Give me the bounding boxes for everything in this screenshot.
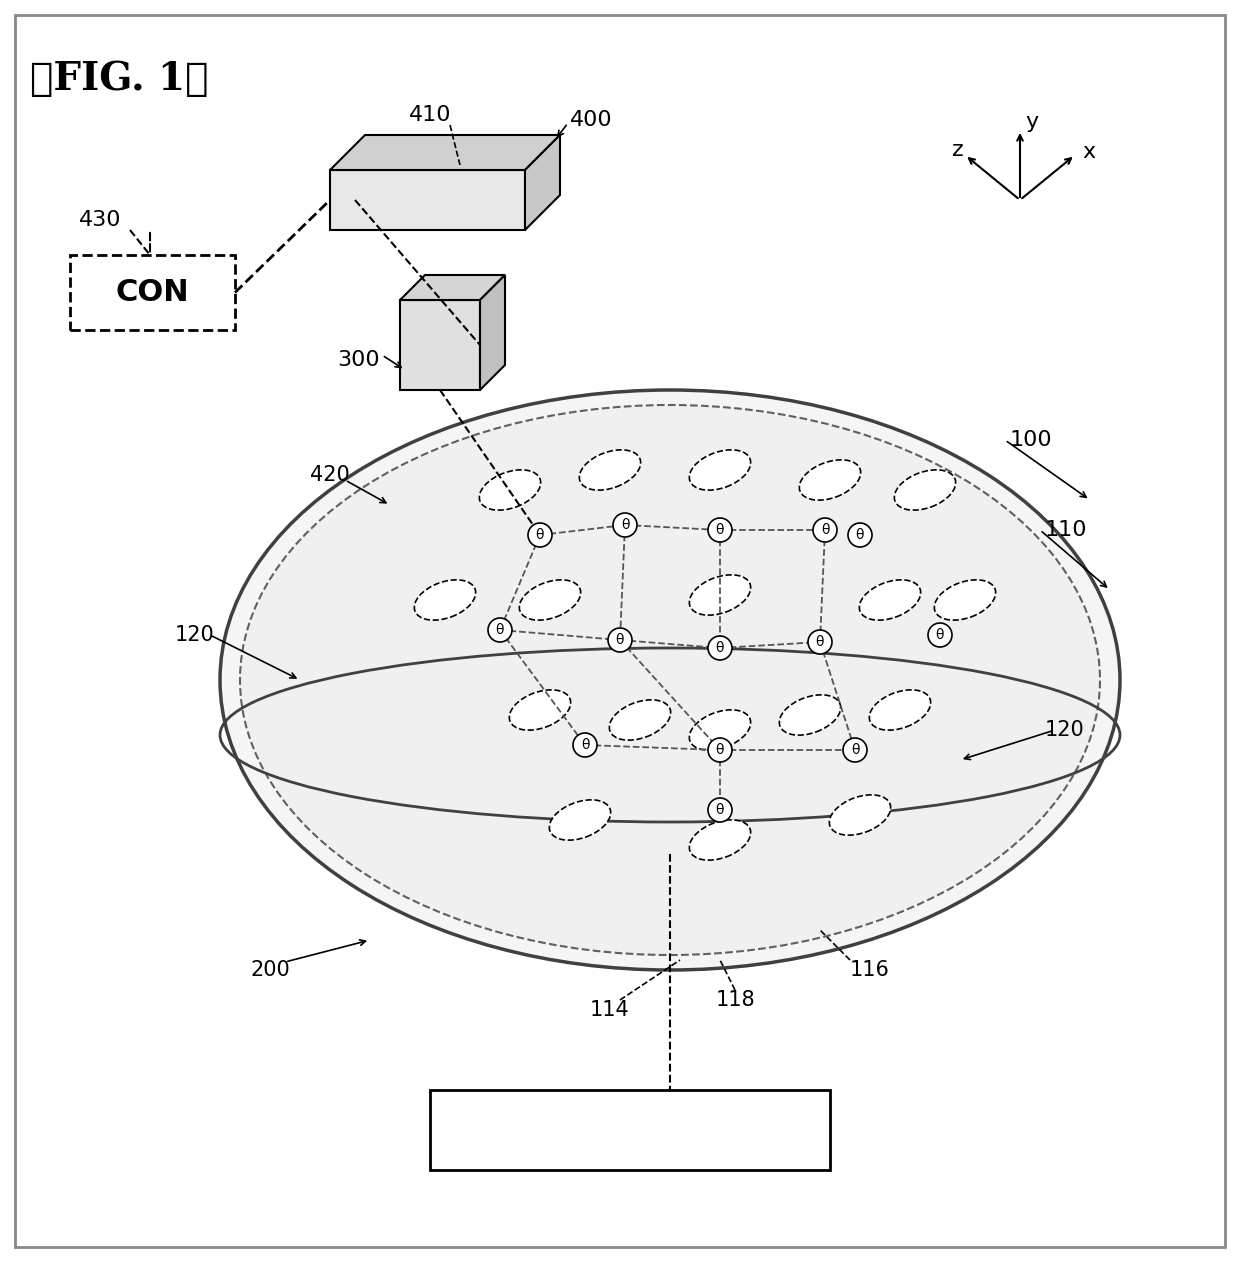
Text: 116: 116 xyxy=(851,960,890,981)
Text: θ: θ xyxy=(821,522,830,538)
Text: 118: 118 xyxy=(715,989,755,1010)
Circle shape xyxy=(708,517,732,541)
Text: θ: θ xyxy=(715,803,724,817)
Text: 410: 410 xyxy=(409,105,451,125)
Text: θ: θ xyxy=(816,635,825,649)
Ellipse shape xyxy=(859,579,920,620)
Text: 【FIG. 1】: 【FIG. 1】 xyxy=(30,61,208,98)
Circle shape xyxy=(573,733,596,757)
Ellipse shape xyxy=(579,449,641,490)
Ellipse shape xyxy=(934,579,996,620)
Ellipse shape xyxy=(480,469,541,510)
Text: y: y xyxy=(1025,112,1038,133)
Text: 420: 420 xyxy=(310,464,350,485)
Text: θ: θ xyxy=(580,738,589,752)
Circle shape xyxy=(528,522,552,546)
Ellipse shape xyxy=(520,579,580,620)
Text: 200: 200 xyxy=(250,960,290,981)
Text: 400: 400 xyxy=(570,110,613,130)
Ellipse shape xyxy=(869,690,931,731)
Ellipse shape xyxy=(510,690,570,731)
Text: 110: 110 xyxy=(1045,520,1087,540)
Circle shape xyxy=(613,512,637,538)
Polygon shape xyxy=(525,135,560,230)
Text: 430: 430 xyxy=(79,209,122,230)
Text: θ: θ xyxy=(856,528,864,541)
Text: 100: 100 xyxy=(1011,430,1053,451)
Circle shape xyxy=(608,628,632,652)
Text: θ: θ xyxy=(936,628,944,642)
Text: 114: 114 xyxy=(590,1000,630,1020)
Ellipse shape xyxy=(779,695,841,736)
Text: θ: θ xyxy=(715,641,724,655)
Text: θ: θ xyxy=(851,743,859,757)
Polygon shape xyxy=(480,275,505,390)
Polygon shape xyxy=(401,275,505,300)
Text: z: z xyxy=(952,140,963,160)
Ellipse shape xyxy=(219,390,1120,970)
Circle shape xyxy=(843,738,867,762)
Text: θ: θ xyxy=(536,528,544,541)
Circle shape xyxy=(708,636,732,660)
Ellipse shape xyxy=(894,469,956,510)
FancyBboxPatch shape xyxy=(69,255,236,329)
Circle shape xyxy=(708,798,732,822)
Circle shape xyxy=(808,630,832,654)
Circle shape xyxy=(489,618,512,642)
Text: 120: 120 xyxy=(1045,721,1085,740)
Ellipse shape xyxy=(689,449,750,490)
Text: θ: θ xyxy=(496,623,505,637)
Ellipse shape xyxy=(241,405,1100,955)
Text: 300: 300 xyxy=(337,350,379,370)
Circle shape xyxy=(708,738,732,762)
Circle shape xyxy=(928,623,952,647)
Text: CON: CON xyxy=(115,278,190,307)
Text: 120: 120 xyxy=(175,625,215,645)
FancyBboxPatch shape xyxy=(330,170,525,230)
Ellipse shape xyxy=(689,820,750,861)
Text: θ: θ xyxy=(616,634,624,647)
Text: θ: θ xyxy=(715,743,724,757)
Text: θ: θ xyxy=(715,522,724,538)
Ellipse shape xyxy=(549,800,610,840)
Text: x: x xyxy=(1083,143,1095,162)
Ellipse shape xyxy=(800,459,861,500)
FancyBboxPatch shape xyxy=(430,1090,830,1170)
Ellipse shape xyxy=(414,579,476,620)
Circle shape xyxy=(813,517,837,541)
Ellipse shape xyxy=(689,575,750,615)
Ellipse shape xyxy=(609,700,671,740)
FancyBboxPatch shape xyxy=(401,300,480,390)
Ellipse shape xyxy=(830,795,890,835)
Text: θ: θ xyxy=(621,517,629,533)
Polygon shape xyxy=(330,135,560,170)
Circle shape xyxy=(848,522,872,546)
Ellipse shape xyxy=(689,709,750,750)
